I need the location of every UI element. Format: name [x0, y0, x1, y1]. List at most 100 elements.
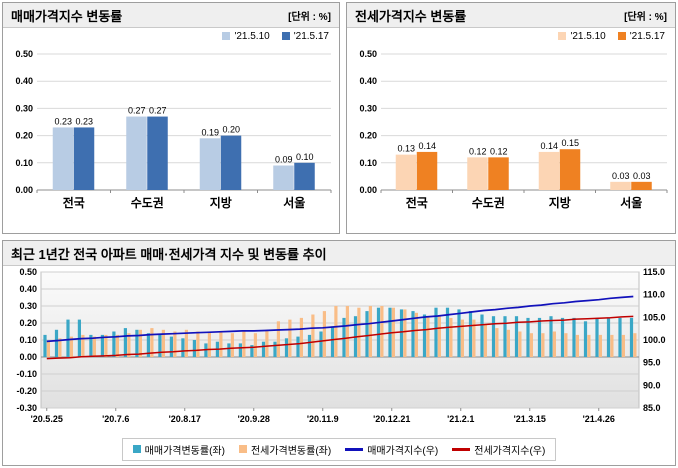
bar: [552, 331, 556, 357]
right-tick-label: 85.0: [643, 403, 661, 413]
bar-value-label: 0.10: [296, 152, 314, 162]
category-label: 전국: [63, 195, 85, 210]
bar: [58, 338, 62, 357]
series-swatch: [238, 445, 247, 453]
bar: [595, 317, 599, 357]
bar: [368, 306, 372, 357]
legend-label: 매매가격변동률(좌): [144, 445, 225, 457]
bar: [261, 341, 266, 357]
unit-label: [단위 : %]: [624, 11, 667, 23]
bar: [173, 331, 177, 357]
panel-header: 최근 1년간 전국 아파트 매매·전세가격 지수 및 변동률 추이: [3, 241, 675, 266]
bar: [112, 331, 116, 357]
bar: [483, 324, 487, 357]
x-tick-label: '20.12.21: [373, 414, 410, 424]
bar: [147, 116, 168, 190]
legend-label: '21.5.17: [293, 30, 329, 42]
bar: [250, 345, 254, 357]
bar: [403, 309, 407, 357]
legend-label: 매매가격지수(우): [367, 445, 439, 457]
legend-item: '21.5.10: [558, 31, 606, 42]
bar: [633, 333, 637, 357]
bar-value-label: 0.27: [128, 106, 146, 116]
bar: [411, 311, 415, 357]
series-swatch: [558, 32, 567, 40]
bar: [457, 309, 461, 357]
bar: [192, 340, 196, 357]
panel-title: 매매가격지수 변동률: [11, 8, 123, 24]
bar: [342, 317, 346, 357]
left-tick-label: -0.10: [16, 369, 37, 379]
jeonse-change-panel: 전세가격지수 변동률 [단위 : %] '21.5.10 '21.5.17 0.…: [346, 2, 676, 234]
chart-legend: '21.5.10 '21.5.17: [3, 28, 339, 44]
bar: [380, 306, 384, 357]
bar: [238, 343, 242, 357]
bar: [230, 333, 234, 357]
category-label: 수도권: [472, 196, 505, 210]
bar: [322, 311, 326, 357]
x-tick-label: '21.3.15: [514, 414, 546, 424]
bar: [606, 317, 611, 357]
bar-value-label: 0.23: [54, 116, 72, 126]
bar: [529, 333, 533, 357]
bar: [467, 157, 488, 190]
unit-label: [단위 : %]: [288, 11, 331, 23]
y-tick-label: 0.00: [359, 185, 377, 195]
bar: [307, 334, 312, 357]
trend-legend-area: 매매가격변동률(좌) 전세가격변동률(좌) 매매가격지수(우) 전세가격지수(우…: [3, 434, 675, 464]
bar: [488, 157, 509, 190]
x-tick-label: '20.7.6: [102, 414, 129, 424]
bar: [345, 306, 349, 357]
bar: [434, 307, 438, 357]
bar: [472, 319, 476, 357]
sales-change-panel: 매매가격지수 변동률 [단위 : %] '21.5.10 '21.5.17 0.…: [2, 2, 340, 234]
bar: [89, 334, 93, 357]
bar: [150, 328, 154, 357]
bar: [598, 334, 602, 357]
right-tick-label: 90.0: [643, 380, 661, 390]
legend-label: 전세가격지수(우): [474, 445, 546, 457]
bar-value-label: 0.03: [633, 171, 651, 181]
bar: [135, 329, 139, 357]
legend-label: 전세가격변동률(좌): [250, 445, 332, 457]
series-swatch: [132, 445, 141, 453]
bar: [506, 329, 510, 357]
legend-item: 매매가격지수(우): [345, 442, 438, 457]
bar-value-label: 0.27: [149, 106, 167, 116]
chart-legend: 매매가격변동률(좌) 전세가격변동률(좌) 매매가격지수(우) 전세가격지수(우…: [121, 437, 557, 461]
series-swatch: [281, 32, 290, 40]
y-tick-label: 0.50: [15, 49, 33, 59]
bar-value-label: 0.14: [418, 141, 436, 151]
bar: [541, 333, 545, 357]
bar: [537, 317, 542, 357]
bar: [199, 138, 221, 190]
panel-header: 전세가격지수 변동률 [단위 : %]: [347, 3, 675, 28]
bar: [514, 316, 519, 357]
bar: [299, 317, 303, 357]
bar: [253, 333, 257, 357]
bar-value-label: 0.14: [540, 141, 558, 151]
bar: [395, 154, 417, 190]
left-tick-label: 0.50: [19, 267, 37, 277]
right-tick-label: 95.0: [643, 358, 661, 368]
bar: [169, 336, 173, 357]
y-tick-label: 0.10: [15, 158, 33, 168]
panel-header: 매매가격지수 변동률 [단위 : %]: [3, 3, 339, 28]
bar: [437, 316, 441, 357]
bar: [495, 328, 499, 357]
bar: [538, 151, 560, 190]
series-swatch: [222, 32, 231, 40]
bar: [357, 307, 361, 357]
bar: [572, 317, 576, 357]
y-tick-label: 0.00: [15, 185, 33, 195]
panel-title: 전세가격지수 변동률: [355, 8, 467, 24]
bar: [138, 329, 142, 357]
y-tick-label: 0.30: [15, 103, 33, 113]
category-label: 전국: [406, 195, 428, 210]
bar: [161, 329, 165, 357]
x-tick-label: '21.4.26: [583, 414, 615, 424]
left-tick-label: 0.30: [19, 301, 37, 311]
left-tick-label: 0.20: [19, 318, 37, 328]
